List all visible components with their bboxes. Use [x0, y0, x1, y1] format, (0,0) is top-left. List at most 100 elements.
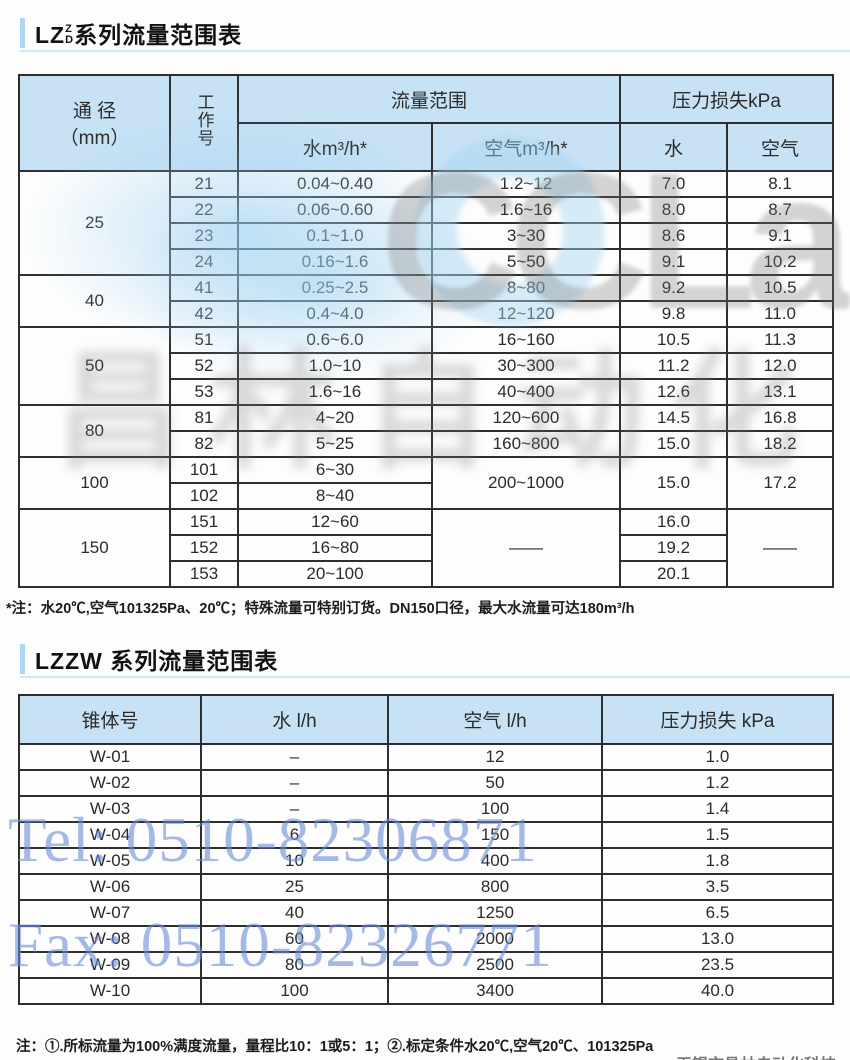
table-cell: 5~50 [430, 248, 622, 276]
table-cell: 25 [18, 170, 171, 276]
table-row: 50 51 0.6~6.0 16~160 10.5 11.3 [18, 326, 835, 406]
table-cell: 11.3 [726, 326, 835, 354]
table-row: 82 5~25 160~800 15.0 18.2 [19, 430, 835, 458]
table-cell: W-10 [18, 977, 202, 1005]
table-cell: 8~80 [430, 274, 622, 302]
table-cell: W-04 [18, 821, 202, 849]
table-cell: 15.0 [619, 430, 729, 458]
table2-note: 注：①.所标流量为100%满度流量，量程比10：1或5：1；②.标定条件水20℃… [16, 1039, 654, 1055]
table-cell: 102 [169, 482, 239, 510]
table-cell: 1.6~16 [237, 378, 433, 406]
table-row: W-04 6 150 1.5 [18, 821, 834, 849]
table-cell: 13.1 [726, 378, 835, 406]
table-cell: 23.5 [601, 951, 834, 979]
table-cell: 6.5 [601, 899, 834, 927]
table-cell: 4~20 [237, 404, 433, 432]
table-cell: W-07 [18, 899, 202, 927]
table-cell: 9.1 [619, 248, 729, 276]
table-cell: —— [430, 508, 622, 588]
table-cell: 101 [169, 456, 239, 484]
table-cell: 11.0 [726, 300, 835, 328]
table-cell: 12~60 [237, 508, 433, 536]
header-dn: 通 径 （mm） [18, 74, 171, 172]
table1-header-row1: 通 径 （mm） 工作号 流量范围 压力损失kPa [18, 74, 835, 172]
header-loss-water: 水 [619, 122, 729, 172]
table-cell: 12~120 [430, 300, 622, 328]
header-work-no: 工作号 [169, 74, 239, 172]
table-cell: 100 [200, 977, 389, 1005]
table-cell: 2000 [387, 925, 603, 953]
table-row: 150 151 12~60 —— 16.0 —— [18, 508, 835, 588]
header-dn-line2: （mm） [59, 128, 130, 149]
table-cell: 18.2 [726, 430, 835, 458]
table-cell: – [200, 743, 389, 771]
table-cell: 40 [200, 899, 389, 927]
table-cell: 160~800 [430, 430, 622, 458]
table-cell: —— [726, 508, 835, 588]
section2-title-text: LZZW 系列流量范围表 [35, 648, 279, 674]
lzzw-series-flow-table: 锥体号 水 l/h 空气 l/h 压力损失 kPa W-01–12 1.0 W-02… [18, 694, 834, 1005]
table-cell: 100 [387, 795, 603, 823]
catalog-page: LZ Z D 系列流量范围表 通 径 （mm） 工作号 流量范围 压力损失kPa 水m… [0, 16, 850, 1060]
table-cell: 21 [169, 170, 239, 198]
title-rule2 [20, 676, 850, 678]
table-cell: 17.2 [726, 456, 835, 510]
table-row: W-10 100 3400 40.0 [18, 977, 834, 1005]
table-cell: 9.1 [726, 222, 835, 250]
table-cell: 0.6~6.0 [237, 326, 433, 354]
table-cell: 8.6 [619, 222, 729, 250]
table-cell: 400 [387, 847, 603, 875]
header-pressure-loss: 压力损失 kPa [601, 694, 834, 745]
section2-title: LZZW 系列流量范围表 [20, 642, 850, 676]
table-row: 153 20~100 20.1 [19, 560, 833, 588]
table-cell: 20~100 [237, 560, 433, 588]
table-cell: 14.5 [619, 404, 729, 432]
header-dn-line1: 通 径 [72, 101, 117, 122]
table-cell: 11.2 [619, 352, 729, 380]
title-rule [20, 50, 850, 52]
table-row: W-03–100 1.4 [18, 795, 834, 823]
table-cell: 41 [169, 274, 239, 302]
table-cell: W-06 [18, 873, 202, 901]
table-cell: 12 [387, 743, 603, 771]
table-row: 40 41 0.25~2.5 8~80 9.2 10.5 [18, 274, 835, 328]
table-cell: 1.4 [601, 795, 834, 823]
header-water-lh: 水 l/h [200, 694, 389, 745]
table-cell: 8~40 [237, 482, 433, 510]
table-cell: 10.5 [619, 326, 729, 354]
table-cell: 22 [169, 196, 239, 224]
table-cell: 9.2 [619, 274, 729, 302]
table-cell: 52 [169, 352, 239, 380]
table-cell: 30~300 [430, 352, 622, 380]
table-cell: 1.2~12 [430, 170, 622, 198]
table-cell: 100 [18, 456, 171, 510]
table-cell: 60 [200, 925, 389, 953]
table-row: W-02–50 1.2 [18, 769, 834, 797]
table-cell: 40 [18, 274, 171, 328]
title-prefix: LZ [35, 22, 66, 48]
table-cell: 16~160 [430, 326, 622, 354]
table-cell: 10.5 [726, 274, 835, 302]
title-suffix: 系列流量范围表 [74, 22, 243, 48]
table-cell: 25 [200, 873, 389, 901]
table-cell: 2500 [387, 951, 603, 979]
table-cell: 82 [169, 430, 239, 458]
table-cell: 81 [169, 404, 239, 432]
table-cell: 120~600 [430, 404, 622, 432]
table-cell: 40~400 [430, 378, 622, 406]
table-row: W-08 60 2000 13.0 [18, 925, 834, 953]
header-air-flow: 空气m³/h* [430, 122, 622, 172]
section1-title-text: LZ Z D 系列流量范围表 [35, 16, 242, 50]
table-cell: 5~25 [237, 430, 433, 458]
title-superscript: Z [65, 22, 73, 35]
table-cell: 150 [18, 508, 171, 588]
table-row: W-01–12 1.0 [18, 743, 834, 771]
header-air-lh: 空气 l/h [387, 694, 603, 745]
table-cell: 0.1~1.0 [237, 222, 433, 250]
header-flow-group: 流量范围 [236, 74, 622, 124]
table-cell: 1.0~10 [237, 352, 433, 380]
table-cell: – [200, 769, 389, 797]
table-cell: 53 [169, 378, 239, 406]
header-loss-group: 压力损失kPa [619, 74, 835, 124]
table-cell: 80 [18, 404, 171, 458]
